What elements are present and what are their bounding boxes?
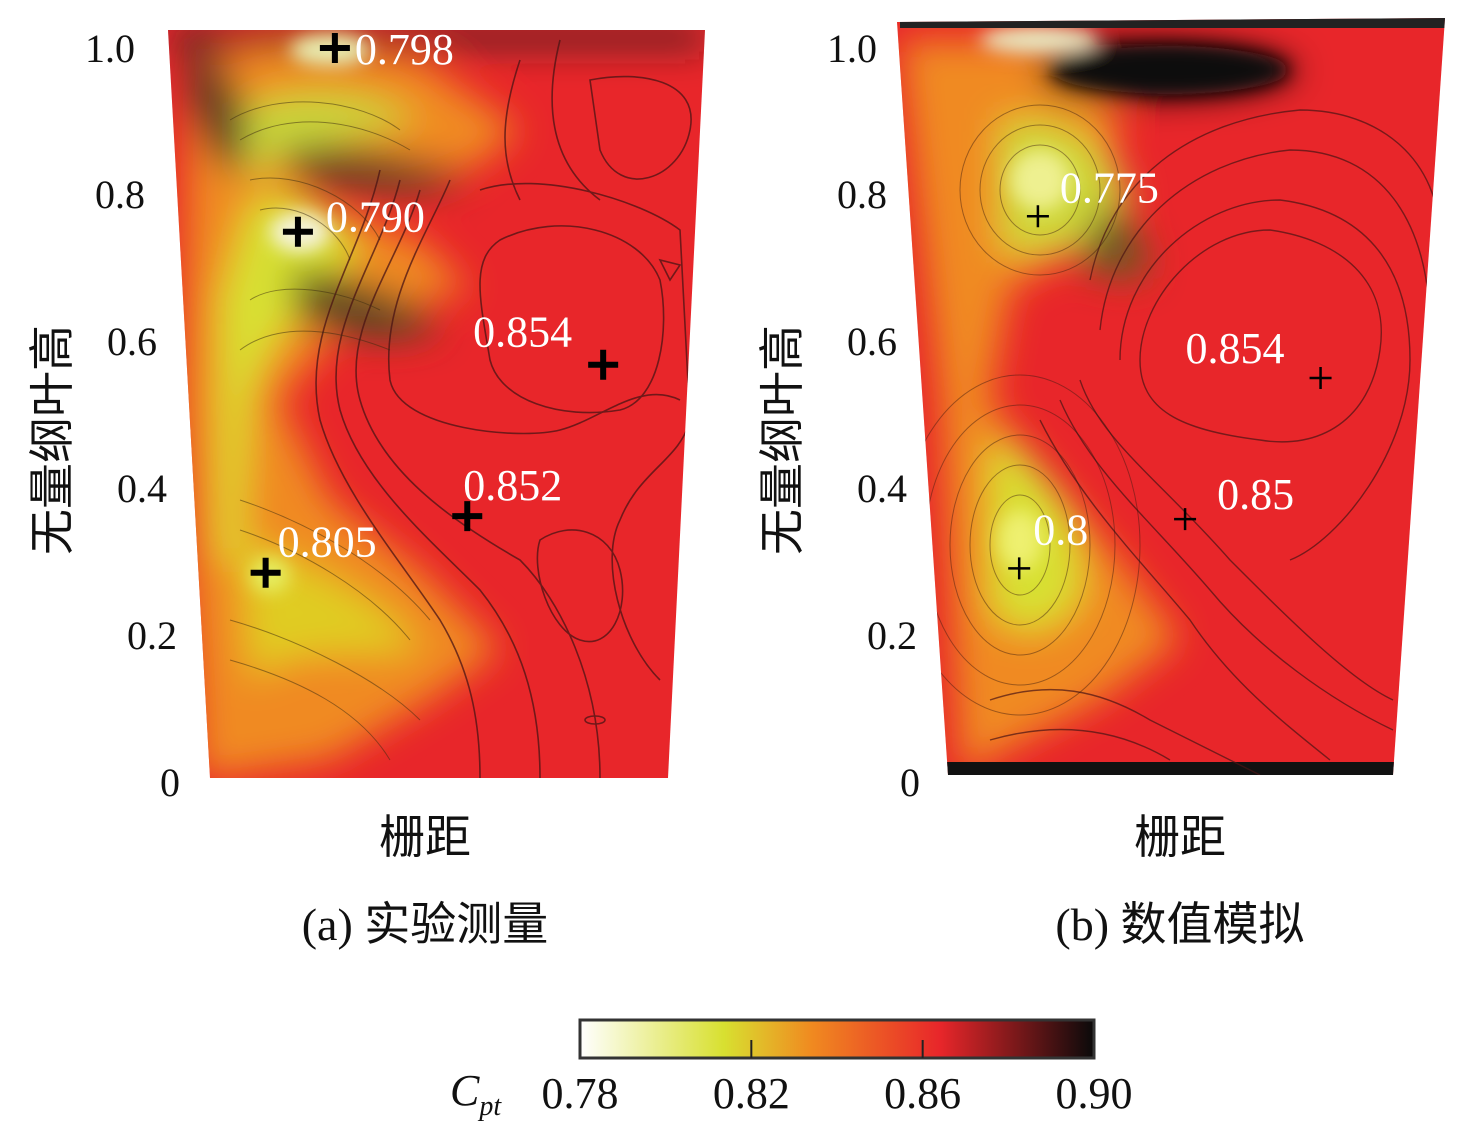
y-tick-label: 0 [900, 760, 920, 805]
colorbar-tick-label: 0.86 [884, 1069, 961, 1118]
extremum-marker [452, 501, 483, 532]
caption-b: (b) 数值模拟 [1055, 899, 1304, 950]
extremum-marker [1008, 557, 1031, 580]
colorbar-label: Cpt [450, 1066, 502, 1122]
contour-plot-b: 0.775 0.854 0.85 0.8 [897, 18, 1445, 775]
extremum-marker [282, 216, 313, 247]
x-axis-label-b: 栅距 [1134, 812, 1226, 863]
caption-a: (a) 实验测量 [302, 899, 549, 950]
extremum-marker [319, 32, 350, 63]
extremum-label: 0.85 [1217, 470, 1294, 519]
contour-plot-a: 0.798 0.790 0.854 0.852 0.805 [168, 25, 705, 778]
extremum-marker [250, 557, 281, 588]
y-tick-label: 1.0 [827, 26, 877, 71]
colorbar-tick-label: 0.90 [1056, 1069, 1133, 1118]
y-axis-label-a: 无量纲叶高 [27, 325, 78, 555]
x-axis-label-a: 栅距 [379, 812, 471, 863]
extremum-label: 0.854 [1186, 324, 1285, 373]
extremum-marker [588, 349, 619, 380]
y-axis-a: 1.0 0.8 0.6 0.4 0.2 0 [85, 26, 180, 805]
extremum-label: 0.805 [278, 518, 377, 567]
y-axis-b: 1.0 0.8 0.6 0.4 0.2 0 [827, 26, 920, 805]
extremum-label: 0.798 [355, 25, 454, 74]
y-tick-label: 0.8 [95, 172, 145, 217]
colorbar-gradient [578, 1018, 1096, 1060]
y-tick-label: 0.4 [117, 466, 167, 511]
y-tick-label: 0.2 [867, 613, 917, 658]
extremum-label: 0.854 [473, 308, 572, 357]
extremum-label: 0.790 [326, 193, 425, 242]
extremum-marker [1026, 205, 1049, 228]
extremum-label: 0.8 [1033, 505, 1088, 554]
y-axis-label-b: 无量纲叶高 [757, 325, 808, 555]
colorbar-tick-label: 0.78 [542, 1069, 619, 1118]
y-tick-label: 0.2 [127, 613, 177, 658]
y-tick-label: 0.6 [847, 319, 897, 364]
extremum-marker [1309, 366, 1332, 389]
y-tick-label: 0.8 [837, 172, 887, 217]
y-tick-label: 0 [160, 760, 180, 805]
colorbar-tick-label: 0.82 [713, 1069, 790, 1118]
y-tick-label: 0.4 [857, 466, 907, 511]
y-tick-label: 1.0 [85, 26, 135, 71]
y-tick-label: 0.6 [107, 319, 157, 364]
extremum-marker [1174, 508, 1197, 531]
extremum-label: 0.852 [463, 461, 562, 510]
extremum-label: 0.775 [1060, 163, 1159, 212]
colorbar: 0.78 0.82 0.86 0.90 Cpt [450, 1018, 1133, 1122]
